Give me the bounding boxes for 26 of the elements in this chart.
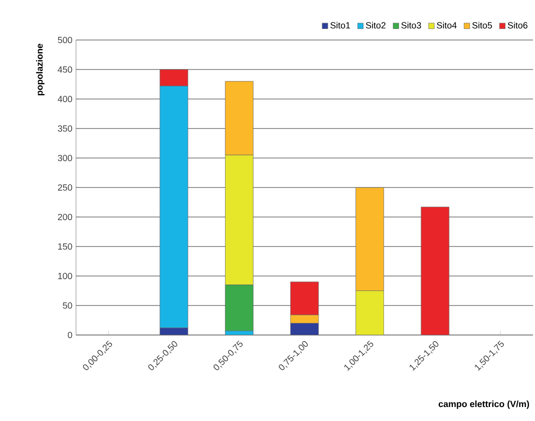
legend-label: Sito6	[508, 22, 528, 29]
legend-label: Sito4	[436, 22, 457, 29]
y-tick-label: 200	[58, 214, 72, 220]
y-tick-label: 350	[58, 125, 72, 132]
bar	[356, 290, 384, 335]
bar	[420, 206, 450, 335]
bar	[290, 323, 319, 335]
y-tick-label: 150	[58, 243, 72, 250]
bar	[160, 69, 188, 86]
legend-label: Sito5	[472, 22, 492, 29]
bar	[225, 154, 254, 286]
y-tick-label: 250	[58, 184, 72, 191]
y-tick-label: 500	[58, 36, 72, 44]
legend-label: Sito3	[401, 22, 422, 29]
legend-label: Sito1	[330, 22, 350, 29]
legend-label: Sito2	[366, 22, 386, 29]
y-tick-label: 100	[58, 272, 72, 280]
y-tick-label: 50	[62, 302, 72, 309]
y-tick-label: 450	[58, 66, 72, 73]
y-tick-label: 0	[68, 332, 72, 338]
x-axis-title: campo elettrico (V/m)	[438, 400, 530, 409]
y-tick-label: 300	[58, 154, 72, 162]
y-tick-label: 400	[58, 96, 72, 102]
bar	[290, 282, 319, 316]
bar	[160, 86, 188, 328]
y-axis-title: popolazione	[36, 44, 44, 96]
